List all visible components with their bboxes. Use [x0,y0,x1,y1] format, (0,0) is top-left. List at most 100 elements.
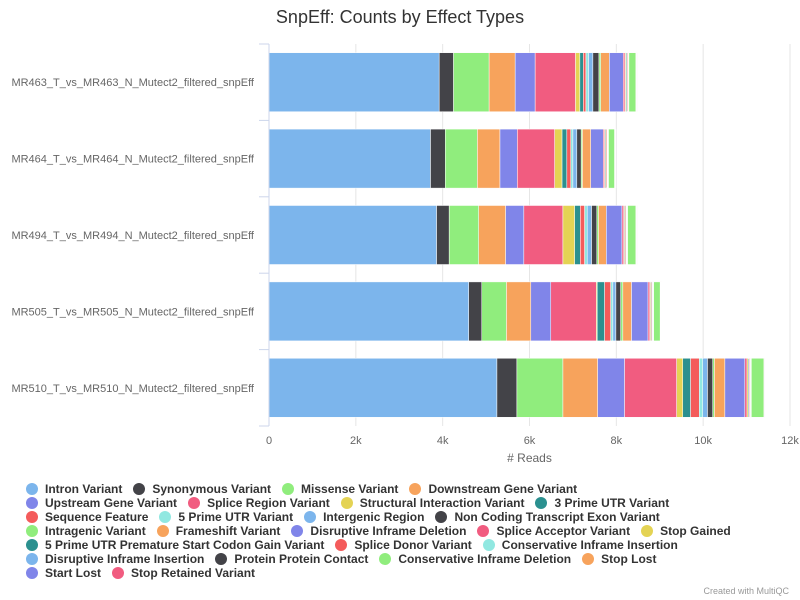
legend-item[interactable]: Disruptive Inframe Insertion [26,552,204,566]
bar-segment[interactable] [268,128,431,189]
legend-item[interactable]: Splice Donor Variant [335,538,472,552]
bar-segment[interactable] [572,128,578,189]
bar-segment[interactable] [523,205,564,265]
bar-segment[interactable] [627,205,637,265]
legend-item[interactable]: Intergenic Region [304,510,424,524]
bar-segment[interactable] [647,281,651,342]
bar-segment[interactable] [606,205,623,265]
bar-segment[interactable] [591,205,598,265]
bar-segment[interactable] [714,358,726,418]
bar-segment[interactable] [585,52,589,112]
bar-segment[interactable] [576,128,582,189]
bar-segment[interactable] [436,205,450,265]
legend-item[interactable]: Stop Retained Variant [112,566,255,580]
bar-segment[interactable] [604,281,611,342]
bar-segment[interactable] [517,128,555,189]
bar-segment[interactable] [628,52,637,112]
legend-item[interactable]: Structural Interaction Variant [340,496,524,510]
bar-segment[interactable] [268,358,498,418]
legend-item[interactable]: Missense Variant [282,482,398,496]
legend-item[interactable]: 3 Prime UTR Variant [535,496,669,510]
bar-segment[interactable] [622,281,632,342]
bar-segment[interactable] [751,358,765,418]
legend-item[interactable]: Splice Acceptor Variant [477,524,630,538]
bar-segment[interactable] [597,358,625,418]
legend-item[interactable]: Disruptive Inframe Deletion [291,524,466,538]
bar-segment[interactable] [430,128,446,189]
bar-segment[interactable] [590,128,604,189]
bar-segment[interactable] [562,205,575,265]
bar-segment[interactable] [690,358,700,418]
bar-segment[interactable] [612,281,617,342]
bar-segment[interactable] [588,52,594,112]
legend-item[interactable]: Protein Protein Contact [215,552,368,566]
bar-segment[interactable] [608,128,615,189]
bar-segment[interactable] [624,358,677,418]
bar-segment[interactable] [477,128,501,189]
bar-segment[interactable] [609,52,624,112]
legend-item[interactable]: Conservative Inframe Deletion [379,552,571,566]
bar-segment[interactable] [534,52,576,112]
bar-segment[interactable] [445,128,478,189]
bar-segment[interactable] [453,52,490,112]
bar-segment[interactable] [744,358,748,418]
bar-segment[interactable] [620,281,624,342]
bar-segment[interactable] [623,52,626,112]
bar-segment[interactable] [496,358,518,418]
legend-item[interactable]: 5 Prime UTR Premature Start Codon Gain V… [26,538,324,552]
bar-segment[interactable] [574,205,581,265]
bar-segment[interactable] [561,128,568,189]
bar-segment[interactable] [468,281,482,342]
legend-item[interactable]: Non Coding Transcript Exon Variant [435,510,660,524]
bar-segment[interactable] [615,281,621,342]
bar-segment[interactable] [598,205,607,265]
bar-segment[interactable] [580,205,585,265]
bar-segment[interactable] [550,281,597,342]
bar-segment[interactable] [583,52,587,112]
bar-segment[interactable] [682,358,691,418]
legend-item[interactable]: Sequence Feature [26,510,148,524]
bar-segment[interactable] [610,281,614,342]
bar-segment[interactable] [586,205,592,265]
bar-segment[interactable] [653,281,661,342]
bar-segment[interactable] [268,52,440,112]
bar-segment[interactable] [448,205,479,265]
bar-segment[interactable] [478,205,506,265]
legend-item[interactable]: Conservative Inframe Insertion [482,538,678,552]
bar-segment[interactable] [596,205,599,265]
legend-item[interactable]: Frameshift Variant [156,524,280,538]
bar-segment[interactable] [724,358,746,418]
bar-segment[interactable] [579,52,584,112]
bar-segment[interactable] [562,358,598,418]
bar-segment[interactable] [699,358,703,418]
bar-segment[interactable] [592,52,600,112]
bar-segment[interactable] [481,281,507,342]
bar-segment[interactable] [676,358,684,418]
bar-segment[interactable] [438,52,454,112]
legend-item[interactable]: Downstream Gene Variant [409,482,577,496]
bar-segment[interactable] [584,205,588,265]
legend-item[interactable]: Synonymous Variant [133,482,271,496]
legend-item[interactable]: Splice Region Variant [188,496,330,510]
legend-item[interactable]: Start Lost [26,566,101,580]
legend-item[interactable]: Intron Variant [26,482,122,496]
legend-item[interactable]: Stop Gained [641,524,731,538]
bar-segment[interactable] [702,358,708,418]
bar-segment[interactable] [530,281,552,342]
legend-item[interactable]: 5 Prime UTR Variant [159,510,293,524]
bar-segment[interactable] [570,128,574,189]
bar-segment[interactable] [499,128,518,189]
bar-segment[interactable] [268,281,469,342]
bar-segment[interactable] [268,205,437,265]
legend-item[interactable]: Stop Lost [582,552,656,566]
legend-item[interactable]: Intragenic Variant [26,524,146,538]
bar-segment[interactable] [514,52,536,112]
bar-segment[interactable] [506,281,532,342]
bar-segment[interactable] [488,52,516,112]
bar-segment[interactable] [516,358,564,418]
bar-segment[interactable] [631,281,649,342]
bar-segment[interactable] [575,52,581,112]
bar-segment[interactable] [554,128,563,189]
bar-segment[interactable] [600,52,610,112]
bar-segment[interactable] [582,128,591,189]
